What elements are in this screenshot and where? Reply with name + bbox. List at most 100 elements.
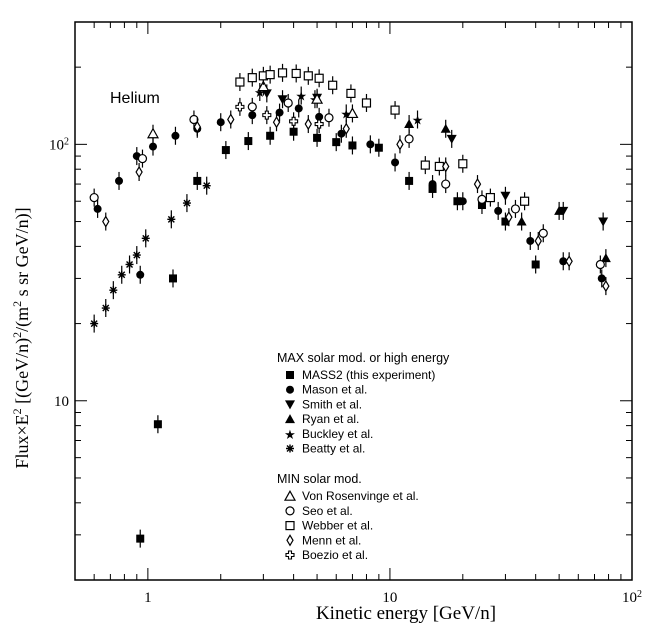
legend-label: Smith et al. (302, 397, 362, 411)
legend-marker (285, 400, 295, 410)
svg-text:★: ★ (284, 428, 296, 443)
legend-label: Mason et al. (302, 383, 367, 397)
series-ryan-et-al (404, 115, 611, 268)
data-point (182, 199, 191, 208)
data-point (458, 197, 467, 206)
data-point (346, 107, 359, 119)
legend-marker (286, 444, 294, 453)
data-point (294, 104, 303, 113)
data-point (115, 176, 124, 185)
svg-text:★: ★ (295, 90, 307, 105)
legend-label: Buckley et al. (302, 427, 373, 441)
x-tick-label: 102 (622, 589, 642, 607)
legend-marker (285, 414, 295, 424)
data-point (324, 113, 334, 123)
data-point (442, 160, 450, 173)
data-point (93, 204, 102, 213)
data-point (494, 206, 503, 215)
data-point (559, 257, 568, 266)
legend-label: Boezio et al. (302, 548, 368, 562)
data-point (277, 68, 288, 78)
data-point (275, 108, 284, 117)
series-von-rosenvinge-et-al (146, 77, 359, 143)
data-point (227, 113, 235, 126)
data-point (272, 116, 281, 129)
legend-marker (285, 520, 295, 531)
data-point (125, 260, 134, 269)
series-beatty-et-al (90, 176, 211, 333)
data-point (374, 143, 383, 152)
y-tick-label: 102 (49, 136, 69, 154)
legend-label: MASS2 (this experiment) (302, 368, 435, 382)
data-point (446, 134, 457, 144)
legend-marker (283, 489, 297, 501)
legend-marker: ★ (284, 428, 296, 443)
data-point (283, 98, 293, 108)
legend-label: Seo et al. (302, 504, 353, 518)
data-point (361, 98, 372, 108)
data-point (366, 140, 375, 149)
data-point (141, 234, 150, 243)
x-axis-label: Kinetic energy [GeV/n] (316, 603, 496, 624)
legend-label: Menn et al. (302, 533, 361, 547)
data-point (153, 420, 162, 429)
data-point (168, 274, 177, 283)
data-point (428, 180, 437, 189)
data-point: ★ (412, 113, 424, 128)
data-point (314, 73, 324, 83)
legend-marker (286, 385, 294, 394)
x-tick-label: 10 (382, 590, 397, 606)
svg-text:★: ★ (412, 113, 424, 128)
data-point (117, 270, 126, 279)
data-point (262, 110, 272, 120)
svg-text:★: ★ (254, 86, 266, 101)
data-point: ★ (340, 107, 352, 122)
data-point (247, 102, 257, 112)
data-point (391, 158, 400, 167)
data-point (458, 159, 468, 169)
data-point (519, 196, 530, 206)
data-point (501, 217, 510, 226)
legend-marker (286, 371, 294, 379)
legend-heading: MAX solar mod. or high energy (277, 351, 450, 365)
data-point (396, 138, 404, 151)
data-point (337, 129, 346, 138)
data-point (565, 255, 573, 268)
data-point (109, 286, 118, 295)
data-point (348, 141, 357, 150)
data-point (235, 77, 245, 87)
data-point (510, 204, 521, 214)
data-point (346, 88, 356, 99)
y-tick-label: 10 (54, 394, 69, 410)
data-point (538, 228, 548, 238)
data-point (441, 179, 451, 189)
data-point (277, 95, 288, 105)
y-axis-label: Flux×E2 [(GeV/n)2/(m2 s sr GeV/n)] (10, 207, 33, 468)
data-point (247, 73, 257, 83)
data-point (534, 234, 542, 248)
data-point (265, 70, 275, 80)
data-point (531, 260, 540, 269)
data-point (314, 119, 324, 129)
legend-marker (286, 534, 294, 547)
plot-frame (74, 21, 633, 581)
legend-marker (285, 506, 295, 516)
data-point (595, 259, 605, 270)
series-boezio-et-al (235, 97, 324, 134)
data-point (404, 134, 414, 144)
data-point (390, 105, 400, 115)
data-point (311, 92, 324, 104)
data-point (244, 137, 253, 146)
data-point (132, 251, 141, 260)
data-point (526, 236, 535, 245)
data-point (261, 89, 272, 99)
legend-label: Webber et al. (302, 519, 373, 533)
data-point (135, 165, 143, 179)
data-point (304, 117, 312, 131)
data-point (148, 142, 157, 151)
data-point (440, 123, 451, 133)
data-point (597, 274, 606, 283)
data-point (221, 146, 230, 155)
data-point (189, 114, 199, 125)
